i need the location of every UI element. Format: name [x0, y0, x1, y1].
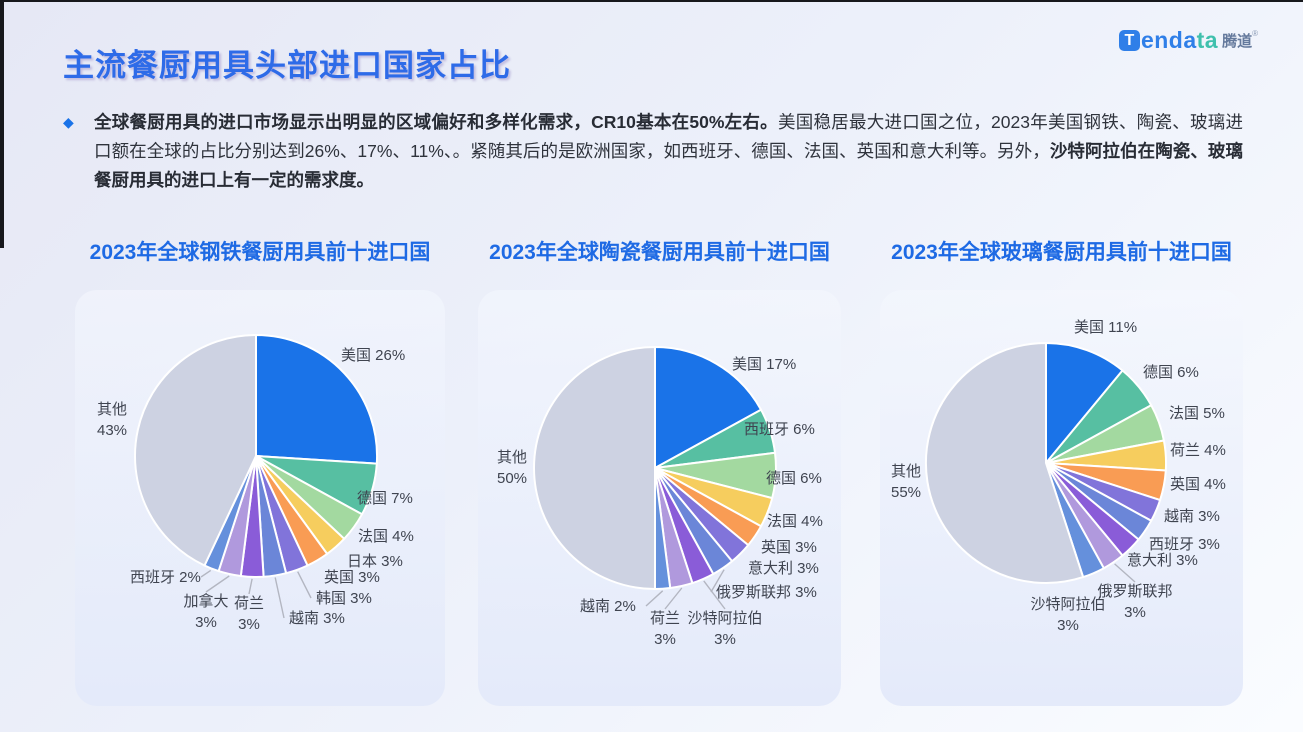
pie-label-法国: 法国 4%	[767, 513, 823, 530]
pie-label-英国: 英国 4%	[1170, 475, 1226, 493]
pie-chart-steel: 美国 26% 德国 7% 法国 4% 日本 3%英国 3% 韩国 3% 越南 3% 荷兰 3%…	[97, 334, 414, 633]
pie-label-韩国: 韩国 3%	[316, 590, 372, 607]
pie-label-其他: 其他	[97, 401, 127, 418]
pie-label-沙特阿拉伯: 3%	[714, 631, 736, 648]
label-leader-line	[248, 578, 253, 595]
chart-title-glass: 2023年全球玻璃餐厨用具前十进口国	[891, 241, 1232, 264]
pie-label-意大利: 意大利 3%	[748, 559, 819, 577]
pie-label-德国: 德国 6%	[1143, 363, 1199, 381]
chart-card-glass: 美国 11% 德国 6% 法国 5% 荷兰 4% 英国 4% 越南 3% 西班牙 3% 意大利…	[880, 290, 1243, 706]
pie-label-法国: 法国 4%	[358, 528, 414, 545]
pie-label-越南: 越南 3%	[289, 610, 345, 627]
intro-paragraph: ◆ 全球餐厨用具的进口市场显示出明显的区域偏好和多样化需求，CR10基本在50%…	[63, 108, 1243, 195]
pie-slice-其他	[924, 342, 1085, 584]
chart-block-steel: 2023年全球钢铁餐厨用具前十进口国 美国 26% 德国 7% 法国 4% 日本 3%…	[75, 236, 445, 706]
pie-label-其他: 其他	[891, 463, 921, 480]
pie-chart-ceramic: 美国 17% 西班牙 6% 德国 6% 法国 4% 英国 3% 意大利 3% 俄罗斯联邦 3…	[497, 346, 823, 648]
label-leader-line	[205, 575, 230, 593]
pie-label-荷兰: 3%	[654, 631, 676, 648]
pie-slice-美国	[654, 346, 762, 469]
pie-label-荷兰: 荷兰	[234, 595, 264, 612]
intro-bold-tail: 沙特阿拉伯在陶瓷、玻璃餐厨用具的进口上有一定的需求度。	[94, 141, 1243, 190]
pie-label-俄罗斯联邦: 3%	[1124, 604, 1146, 621]
logo-text-chinese: 腾道	[1222, 33, 1253, 50]
pie-slice-美国	[255, 334, 379, 465]
pie-label-英国: 英国 3%	[761, 538, 817, 556]
pie-label-沙特阿拉伯: 3%	[1057, 617, 1079, 634]
intro-bold-lead: 全球餐厨用具的进口市场显示出明显的区域偏好和多样化需求，CR10基本在50%左右…	[94, 112, 778, 132]
pie-label-荷兰: 荷兰	[650, 610, 680, 627]
intro-regular-mid: 美国稳居最大进口国之位，2023年美国钢铁、陶瓷、玻璃进口额在全球的占比分别达到…	[94, 112, 1244, 161]
pie-label-美国: 美国 17%	[732, 356, 796, 373]
diamond-bullet-icon: ◆	[63, 114, 74, 130]
chart-card-ceramic: 美国 17% 西班牙 6% 德国 6% 法国 4% 英国 3% 意大利 3% 俄罗斯联邦 3…	[478, 290, 841, 706]
logo-text-blue: enda	[1140, 27, 1197, 53]
label-leader-line	[1114, 563, 1136, 583]
pie-label-意大利: 意大利 3%	[1127, 551, 1198, 569]
label-leader-line	[297, 571, 312, 599]
pie-label-德国: 德国 7%	[357, 489, 413, 507]
window-edge-left	[0, 0, 4, 248]
pie-label-其他: 50%	[497, 470, 527, 487]
pie-label-其他: 其他	[497, 449, 527, 466]
label-leader-line	[710, 569, 725, 593]
pie-label-俄罗斯联邦: 俄罗斯联邦 3%	[716, 584, 817, 601]
logo-text-teal: ta	[1196, 27, 1219, 53]
pie-label-加拿大: 3%	[195, 614, 217, 631]
chart-block-glass: 2023年全球玻璃餐厨用具前十进口国 美国 11% 德国 6% 法国 5% 荷兰 4%…	[880, 236, 1243, 706]
pie-slice-其他	[133, 334, 257, 567]
pie-label-其他: 55%	[891, 484, 921, 501]
label-leader-line	[664, 587, 683, 610]
chart-block-ceramic: 2023年全球陶瓷餐厨用具前十进口国 美国 17% 西班牙 6% 德国 6% 法国 4…	[478, 236, 841, 706]
pie-label-西班牙: 西班牙 6%	[744, 421, 815, 438]
tendata-logo-icon: T	[1118, 30, 1140, 51]
pie-label-沙特阿拉伯: 沙特阿拉伯	[1030, 596, 1105, 613]
page-title: 主流餐厨用具头部进口国家占比	[63, 48, 511, 83]
pie-label-美国: 美国 11%	[1074, 319, 1137, 336]
registered-trademark-icon: ®	[1252, 29, 1258, 38]
pie-label-荷兰: 荷兰 4%	[1170, 442, 1226, 459]
pie-label-英国: 英国 3%	[324, 568, 380, 586]
tendata-logo: T enda ta 腾道 ®	[1118, 27, 1258, 54]
pie-label-加拿大: 加拿大	[183, 592, 228, 610]
pie-label-西班牙: 西班牙 2%	[130, 569, 201, 586]
pie-label-俄罗斯联邦: 俄罗斯联邦	[1097, 583, 1172, 600]
window-edge-top	[0, 0, 1303, 2]
pie-label-西班牙: 西班牙 3%	[1149, 536, 1220, 553]
intro-text: 全球餐厨用具的进口市场显示出明显的区域偏好和多样化需求，CR10基本在50%左右…	[94, 108, 1243, 195]
pie-chart-glass: 美国 11% 德国 6% 法国 5% 荷兰 4% 英国 4% 越南 3% 西班牙 3%意大利…	[891, 319, 1226, 634]
chart-title-steel: 2023年全球钢铁餐厨用具前十进口国	[89, 241, 431, 264]
pie-label-越南: 越南 3%	[1164, 508, 1220, 525]
pie-label-越南: 越南 2%	[580, 598, 636, 615]
label-leader-line	[200, 569, 212, 578]
pie-label-荷兰: 3%	[238, 616, 260, 633]
pie-label-日本: 日本 3%	[347, 553, 403, 570]
pie-label-德国: 德国 6%	[766, 469, 822, 487]
pie-label-法国: 法国 5%	[1169, 405, 1225, 422]
pie-slice-美国	[1045, 341, 1124, 464]
label-leader-line	[274, 577, 285, 619]
pie-label-沙特阿拉伯: 沙特阿拉伯	[687, 610, 762, 627]
pie-slice-其他	[533, 346, 656, 590]
chart-card-steel: 美国 26% 德国 7% 法国 4% 日本 3% 英国 3% 韩国 3% 越南 3% 荷兰 3%…	[75, 290, 445, 706]
pie-label-美国: 美国 26%	[341, 347, 405, 364]
chart-title-ceramic: 2023年全球陶瓷餐厨用具前十进口国	[489, 241, 830, 264]
pie-label-其他: 43%	[97, 422, 127, 439]
label-leader-line	[703, 580, 726, 610]
label-leader-line	[645, 590, 664, 607]
